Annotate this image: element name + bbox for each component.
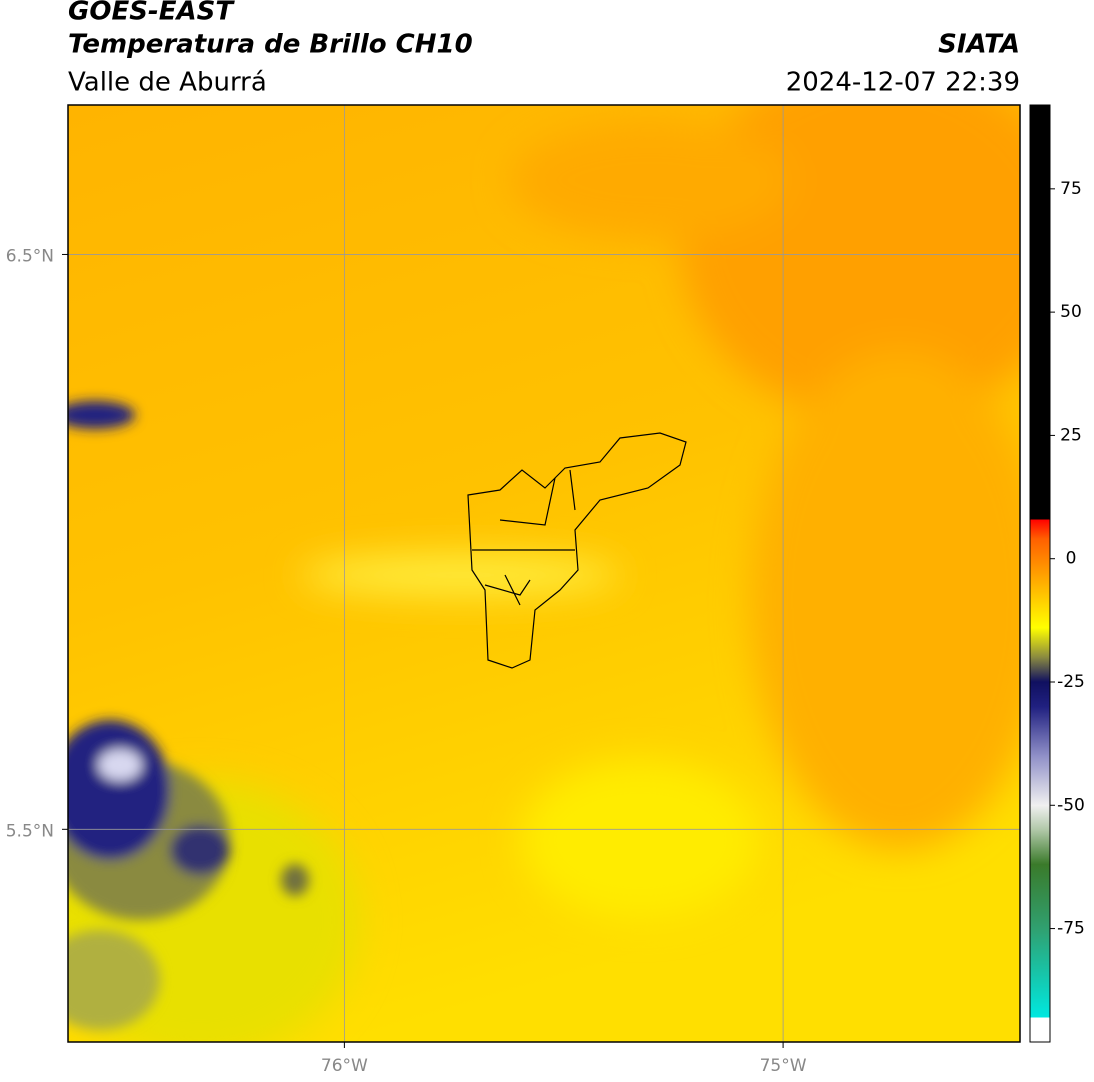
colorbar-tick-label: 0 (1066, 549, 1077, 569)
x-tick-label: 76°W (321, 1056, 368, 1076)
x-tick-label: 75°W (760, 1056, 807, 1076)
imagery (68, 105, 1020, 1042)
colorbar-tick-label: 50 (1060, 302, 1082, 322)
colorbar-tick-label: 75 (1060, 179, 1082, 199)
colorbar-tick-label: -50 (1057, 795, 1085, 815)
map-frame (67, 104, 1021, 1043)
colorbar-tick-label: -25 (1057, 672, 1085, 692)
colorbar-tick-label: -75 (1057, 919, 1085, 939)
y-tick-label: 6.5°N (6, 246, 54, 266)
boundary (467, 432, 687, 669)
timestamp: 2024-12-07 22:39 (786, 68, 1020, 98)
title: GOES-EAST (68, 0, 235, 27)
y-tick-label: 5.5°N (6, 821, 54, 841)
colorbar-tick-label: 25 (1060, 425, 1082, 445)
colorbar (1029, 104, 1051, 1043)
region: Valle de Aburrá (68, 68, 267, 98)
source: SIATA (938, 30, 1020, 60)
subtitle: Temperatura de Brillo CH10 (68, 30, 473, 60)
